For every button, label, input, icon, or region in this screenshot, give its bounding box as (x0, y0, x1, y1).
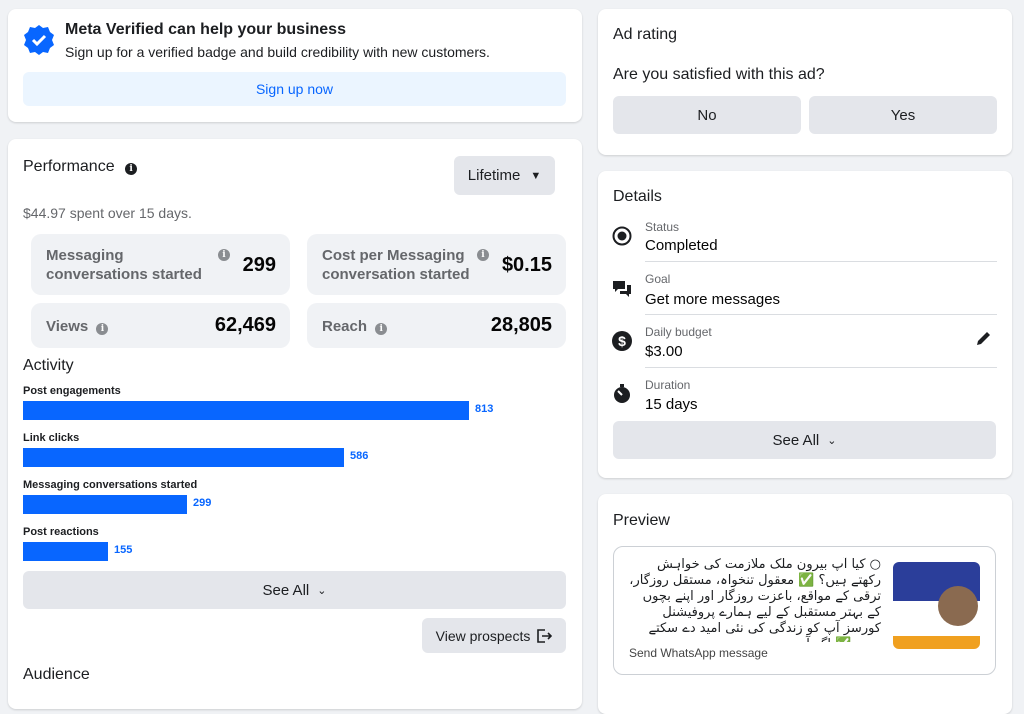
info-icon[interactable]: i (96, 323, 109, 335)
detail-label: Daily budget (645, 325, 712, 339)
divider (645, 314, 997, 315)
chevron-down-icon: ⌄ (827, 434, 837, 447)
verified-title: Meta Verified can help your business (65, 21, 346, 38)
metric-value: 62,469 (214, 314, 276, 336)
metric-messaging: Messaging conversations started i 299 (31, 234, 290, 295)
cta-text: Send WhatsApp message (629, 646, 768, 660)
detail-label: Status (645, 220, 680, 234)
yes-button[interactable]: Yes (809, 96, 997, 134)
performance-title: Performance i (23, 158, 138, 176)
metric-label-text: Views (46, 318, 89, 335)
preview-title: Preview (613, 512, 670, 529)
verified-subtitle: Sign up for a verified badge and build c… (65, 44, 490, 60)
detail-label: Goal (645, 272, 671, 286)
dollar-icon: $ (612, 331, 632, 351)
activity-see-all-button[interactable]: See All ⌄ (23, 571, 566, 609)
sign-up-button[interactable]: Sign up now (23, 72, 566, 106)
ad-rating-question: Are you satisfied with this ad? (613, 66, 825, 83)
verified-badge-icon (24, 25, 54, 55)
activity-bar (23, 495, 187, 514)
thumbnail-photo (938, 586, 978, 626)
activity-value: 299 (193, 497, 212, 509)
info-icon[interactable]: i (125, 163, 138, 175)
activity-label: Post reactions (23, 526, 99, 538)
metric-value: 299 (242, 254, 276, 276)
ad-rating-card: Ad rating Are you satisfied with this ad… (598, 9, 1012, 155)
ad-thumbnail (893, 562, 980, 649)
detail-daily-budget: $ Daily budget $3.00 (612, 325, 997, 375)
details-see-all-button[interactable]: See All ⌄ (613, 421, 996, 459)
detail-label: Duration (645, 378, 691, 392)
see-all-label: See All (262, 581, 310, 599)
metric-label: Cost per Messaging conversation started (322, 247, 470, 283)
metric-value: 28,805 (490, 314, 552, 336)
activity-label: Link clicks (23, 432, 80, 444)
see-all-label: See All (772, 431, 820, 449)
ad-rating-title: Ad rating (613, 26, 678, 43)
ad-preview[interactable]: ○ کیا آپ بیرون ملک ملازمت کی خواہش رکھتے… (613, 546, 996, 675)
preview-card: Preview ○ کیا آپ بیرون ملک ملازمت کی خوا… (598, 494, 1012, 714)
radio-icon (612, 226, 632, 246)
spent-text: $44.97 spent over 15 days. (23, 205, 192, 221)
detail-goal: Goal Get more messages (612, 272, 997, 322)
chevron-down-icon: ⌄ (317, 584, 327, 597)
view-prospects-label: View prospects (435, 627, 531, 644)
detail-value: $3.00 (645, 343, 683, 360)
detail-status: Status Completed (612, 219, 997, 269)
info-icon[interactable]: i (218, 249, 230, 261)
metric-cost-per-messaging: Cost per Messaging conversation started … (307, 234, 566, 295)
edit-pencil-icon[interactable] (975, 329, 993, 347)
activity-label: Post engagements (23, 385, 121, 397)
activity-bar (23, 401, 469, 420)
metric-label: Reach i (322, 317, 388, 336)
caret-down-icon: ▼ (530, 169, 542, 182)
activity-label: Messaging conversations started (23, 479, 198, 491)
metric-views: Views i 62,469 (31, 303, 290, 348)
performance-title-text: Performance (23, 158, 115, 175)
view-prospects-button[interactable]: View prospects (422, 618, 566, 653)
detail-duration: Duration 15 days (612, 378, 997, 418)
metric-value: $0.15 (501, 254, 552, 276)
details-title: Details (613, 188, 662, 205)
meta-verified-card: Meta Verified can help your business Sig… (8, 9, 582, 122)
no-button[interactable]: No (613, 96, 801, 134)
metric-label-text: Reach (322, 318, 368, 335)
export-icon (537, 628, 553, 643)
metric-reach: Reach i 28,805 (307, 303, 566, 348)
metric-label: Views i (46, 317, 109, 336)
period-dropdown[interactable]: Lifetime ▼ (454, 156, 555, 195)
period-label: Lifetime (467, 167, 521, 184)
chat-icon (613, 281, 631, 297)
activity-bar (23, 542, 108, 561)
divider (645, 367, 997, 368)
info-icon[interactable]: i (477, 249, 489, 261)
detail-value: 15 days (645, 396, 698, 413)
stopwatch-icon (614, 384, 630, 403)
activity-value: 813 (475, 403, 494, 415)
divider (645, 261, 997, 262)
activity-bar (23, 448, 344, 467)
audience-title: Audience (23, 666, 90, 683)
detail-value: Completed (645, 237, 718, 254)
activity-title: Activity (23, 357, 74, 374)
activity-value: 586 (350, 450, 369, 462)
detail-value: Get more messages (645, 291, 781, 308)
info-icon[interactable]: i (375, 323, 388, 335)
svg-text:$: $ (618, 333, 626, 349)
ad-text: ○ کیا آپ بیرون ملک ملازمت کی خواہش رکھتے… (629, 557, 881, 642)
metric-label: Messaging conversations started (46, 247, 202, 283)
activity-value: 155 (114, 544, 133, 556)
